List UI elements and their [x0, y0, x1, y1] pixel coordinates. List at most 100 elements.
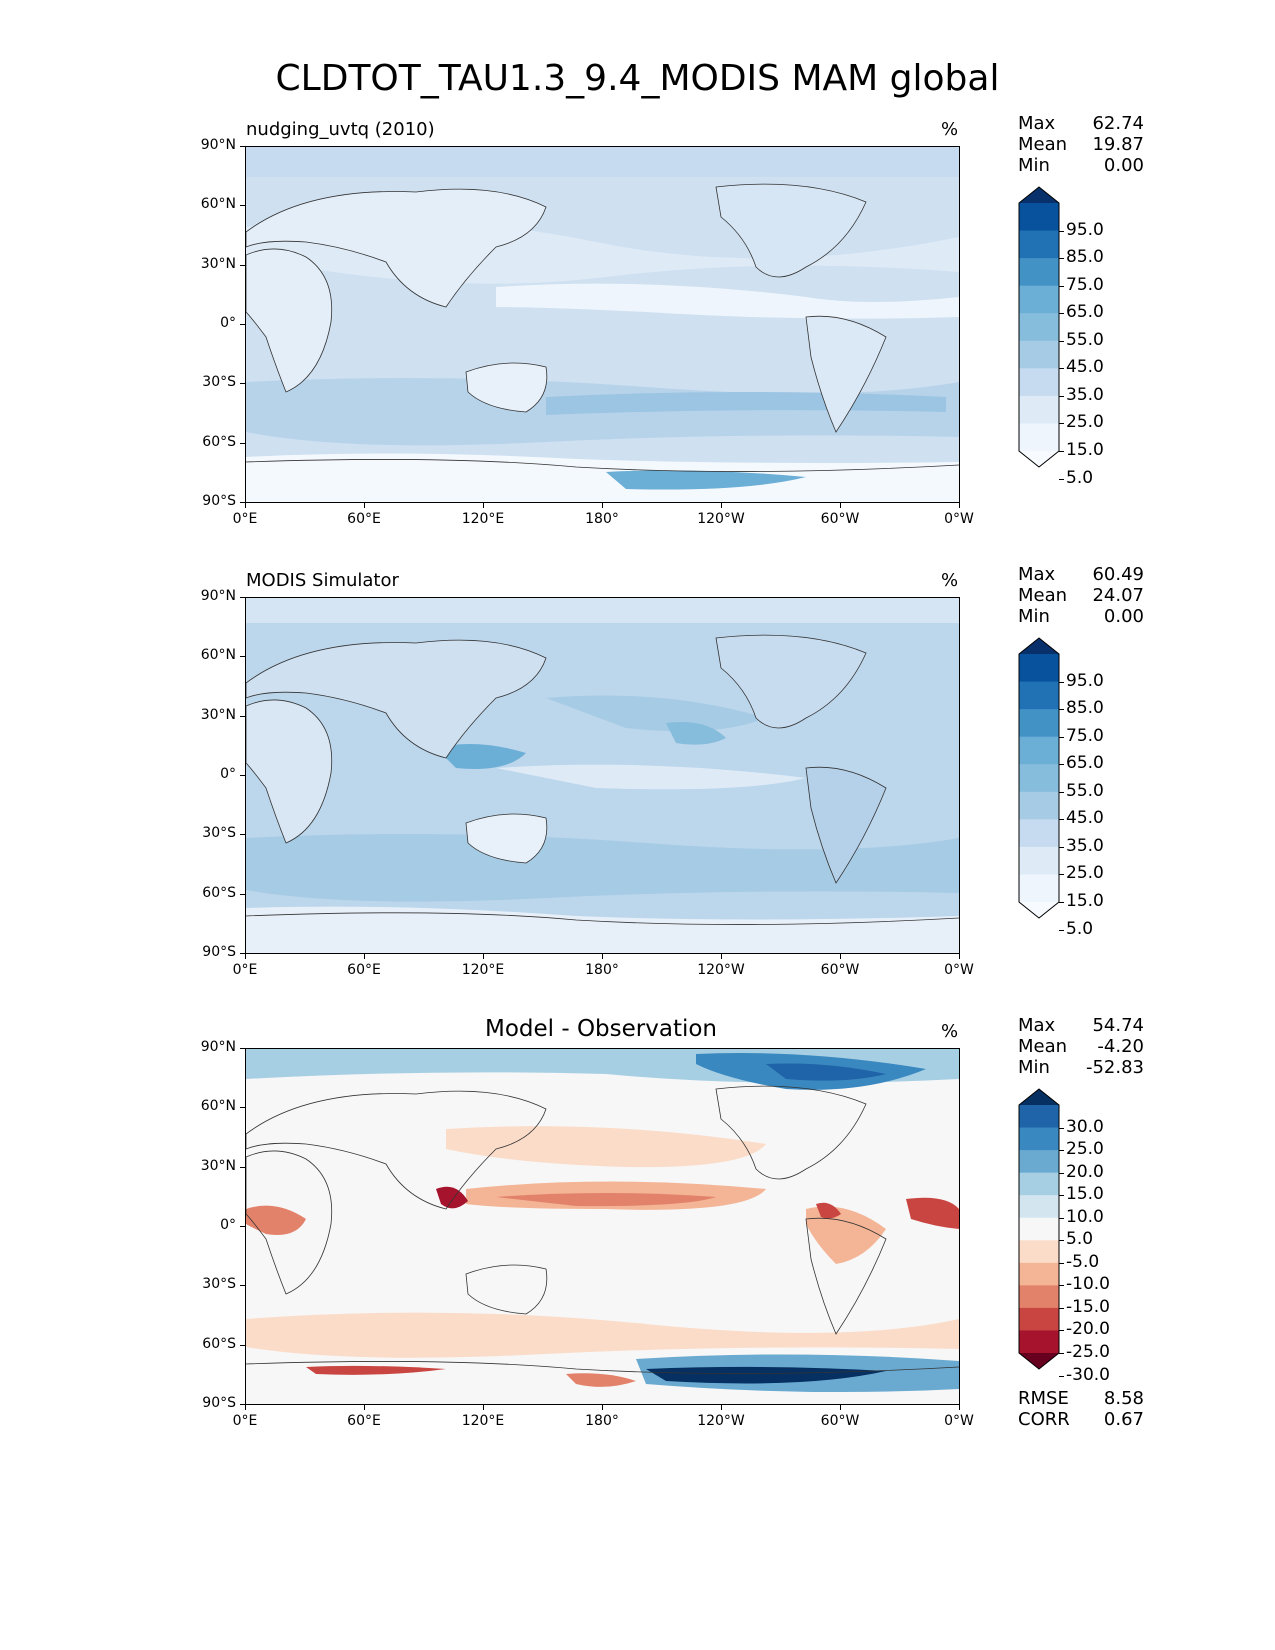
- colorbar-segment: [1019, 764, 1059, 793]
- lat-tick: [240, 1048, 245, 1049]
- figure-title: CLDTOT_TAU1.3_9.4_MODIS MAM global: [275, 58, 1000, 99]
- colorbar-label: -30.0: [1066, 1364, 1110, 1385]
- stat-label: Mean: [1018, 1036, 1068, 1057]
- colorbar-label: 55.0: [1066, 780, 1104, 801]
- lon-tick: [959, 954, 960, 959]
- land-australia: [465, 1264, 548, 1315]
- colorbar-tick: [1059, 681, 1064, 683]
- colorbar-segment: [1019, 423, 1059, 452]
- lon-tick: [483, 503, 484, 508]
- colorbar-segment: [1019, 1307, 1059, 1331]
- lat-label: 30°S: [202, 374, 236, 391]
- colorbar-segment: [1019, 819, 1059, 848]
- colorbar-label: 95.0: [1066, 670, 1104, 691]
- lat-label: 60°N: [200, 647, 236, 664]
- colorbar-tick: [1059, 1217, 1064, 1219]
- lat-tick: [240, 1166, 245, 1168]
- contour-band: [436, 744, 526, 769]
- lon-tick: [245, 1405, 246, 1410]
- colorbar-label: 35.0: [1066, 835, 1104, 856]
- colorbar-label: -15.0: [1066, 1296, 1110, 1317]
- contour-band: [306, 1365, 446, 1375]
- colorbar-label: 15.0: [1066, 891, 1104, 911]
- lon-label: 0°E: [232, 511, 258, 527]
- metric-label: RMSE: [1018, 1388, 1069, 1409]
- colorbar-tick: [1059, 340, 1064, 342]
- colorbar-segment: [1019, 681, 1059, 710]
- land-north-america: [715, 183, 867, 278]
- colorbar-label: 25.0: [1066, 863, 1104, 884]
- colorbar-tick: [1059, 736, 1064, 738]
- lat-label: 30°N: [200, 1157, 236, 1174]
- map-svg: [246, 147, 959, 502]
- contour-band: [436, 1186, 468, 1209]
- map-svg: [246, 1049, 959, 1404]
- colorbar-segment: [1019, 313, 1059, 342]
- colorbar-label: -5.0: [1066, 1251, 1100, 1272]
- colorbar-tick: [1059, 929, 1064, 931]
- colorbar-segment: [1019, 258, 1059, 287]
- colorbar-tick: [1059, 478, 1064, 480]
- lon-label: 120°E: [461, 962, 505, 978]
- lat-tick: [240, 775, 245, 776]
- stat-value: 62.74: [1092, 113, 1144, 134]
- lat-label: 60°N: [200, 1098, 236, 1115]
- lat-tick: [240, 953, 245, 954]
- lat-label: 30°N: [200, 255, 236, 272]
- colorbar-tick: [1059, 709, 1064, 711]
- colorbar-label: 65.0: [1066, 302, 1104, 323]
- lat-label: 90°N: [200, 588, 236, 604]
- lon-tick: [840, 1405, 841, 1410]
- stats-box: Max 54.74 Mean -4.20 Min -52.83: [1018, 1015, 1144, 1078]
- lat-tick: [240, 205, 245, 207]
- colorbar-svg: [1018, 637, 1060, 919]
- lat-label: 90°S: [202, 1395, 236, 1411]
- stat-label: Min: [1018, 1057, 1050, 1078]
- colorbar-segment: [1019, 230, 1059, 259]
- metric-value: 8.58: [1103, 1388, 1144, 1409]
- stat-label: Max: [1018, 564, 1056, 585]
- contour-map: [245, 146, 960, 503]
- lon-tick: [721, 1405, 722, 1410]
- colorbar-label: 75.0: [1066, 725, 1104, 746]
- land-africa: [246, 699, 333, 844]
- land-australia: [465, 362, 548, 413]
- lat-tick: [240, 264, 245, 266]
- lon-label: 120°E: [461, 1413, 505, 1429]
- lon-label: 120°W: [697, 1413, 745, 1429]
- stat-value: 0.00: [1103, 155, 1144, 176]
- lon-label: 120°E: [461, 511, 505, 527]
- units-label: %: [941, 119, 959, 140]
- lon-label: 180°: [585, 1413, 619, 1429]
- colorbar-tick: [1059, 230, 1064, 232]
- panel-title: MODIS Simulator: [246, 570, 399, 591]
- lon-tick: [245, 503, 246, 508]
- colorbar-tick: [1059, 1330, 1064, 1332]
- lat-label: 30°N: [200, 706, 236, 723]
- lon-tick: [840, 954, 841, 959]
- colorbar-segment: [1019, 1195, 1059, 1219]
- metric-value: 0.67: [1103, 1409, 1144, 1430]
- colorbar-label: 85.0: [1066, 698, 1104, 719]
- lat-tick: [240, 1107, 245, 1109]
- contour-band: [666, 722, 726, 745]
- lon-label: 60°E: [347, 1413, 381, 1429]
- lon-label: 0°W: [944, 1413, 974, 1429]
- lon-label: 60°W: [820, 1413, 860, 1429]
- colorbar-tick: [1059, 368, 1064, 370]
- colorbar-tick: [1059, 902, 1064, 903]
- lon-tick: [483, 1405, 484, 1410]
- colorbar: [1018, 1088, 1062, 1376]
- contour-band: [246, 834, 959, 902]
- land-africa: [246, 248, 333, 393]
- contour-band: [496, 764, 806, 790]
- lon-label: 60°E: [347, 511, 381, 527]
- land-north-america: [715, 1085, 867, 1180]
- land-eurasia: [246, 1090, 547, 1210]
- land-south-america: [805, 315, 887, 433]
- colorbar-segment: [1019, 1150, 1059, 1174]
- lat-label: 90°S: [202, 493, 236, 509]
- colorbar-tick: [1059, 1375, 1064, 1377]
- contour-band: [246, 453, 959, 502]
- lon-tick: [602, 1405, 603, 1410]
